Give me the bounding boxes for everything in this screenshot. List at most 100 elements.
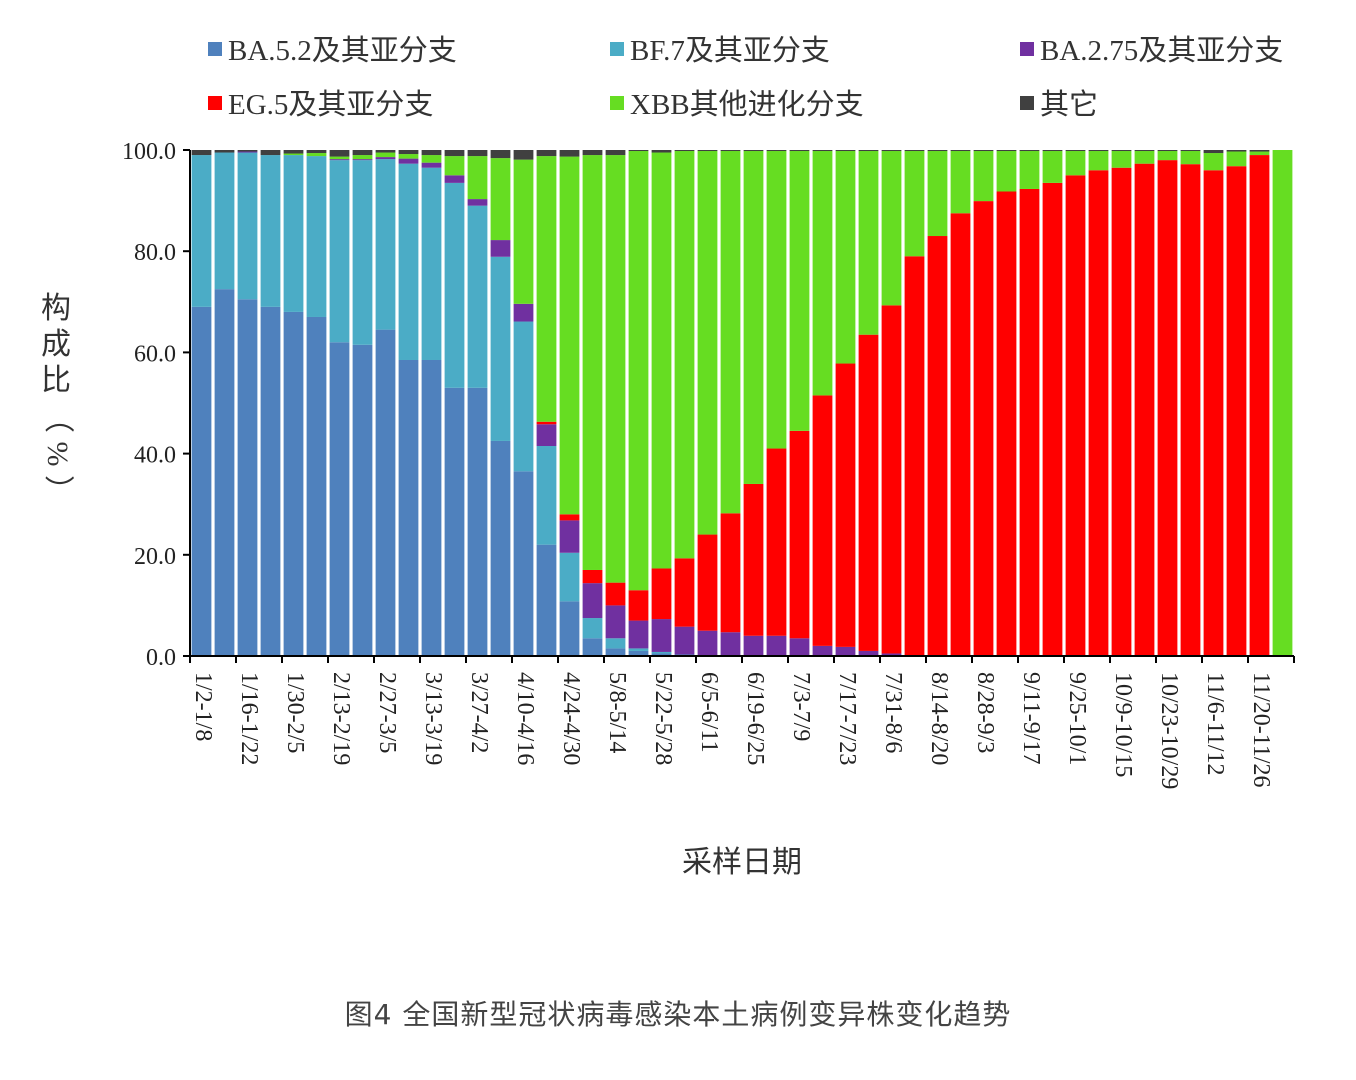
bar-segment [812, 150, 833, 152]
x-tick-label: 3/27-4/2 [466, 672, 492, 753]
bar-segment [1019, 151, 1040, 189]
bar-segment [352, 159, 373, 161]
bar-segment [329, 159, 350, 161]
bar-segment [743, 151, 764, 484]
x-tick-label: 2/27-3/5 [374, 672, 400, 753]
y-tick-label: 20.0 [134, 544, 176, 570]
bar-segment [605, 605, 626, 639]
bar-segment [720, 151, 741, 514]
bar-segment [582, 155, 603, 570]
bar-segment [283, 155, 304, 312]
legend-swatch [1020, 42, 1034, 56]
legend-swatch [208, 42, 222, 56]
bar-segment [789, 430, 810, 639]
bar-segment [927, 150, 948, 152]
bar-segment [904, 151, 925, 257]
bar-segment [812, 645, 833, 656]
bar-segment [766, 151, 787, 449]
bar-segment [1111, 151, 1132, 168]
bar-segment [444, 156, 465, 176]
legend: BA.5.2及其亚分支 BF.7及其亚分支 BA.2.75及其亚分支 EG.5及其亚分… [208, 34, 1283, 121]
bar-segment [582, 638, 603, 656]
bar-segment [1019, 188, 1040, 656]
bar-segment [237, 151, 258, 153]
x-tick-label: 8/14-8/20 [926, 672, 952, 765]
bar-segment [559, 514, 580, 521]
bar-segment [375, 159, 396, 330]
bar-segment [306, 150, 327, 154]
bar-segment [1249, 155, 1270, 656]
bar-segment [559, 150, 580, 157]
bar-segment [329, 150, 350, 157]
bar-segment [835, 151, 856, 364]
bar-segment [697, 630, 718, 656]
bar-segment [306, 316, 327, 656]
bar-segment [352, 155, 373, 160]
y-tick-label: 0.0 [146, 645, 176, 671]
bar-segment [513, 471, 534, 656]
bar-segment [421, 162, 442, 168]
x-tick-label: 9/11-9/17 [1018, 672, 1044, 764]
figure-caption: 图4 全国新型冠状病毒感染本土病例变异株变化趋势 [344, 998, 1012, 1031]
bar-segment [720, 513, 741, 633]
bar-segment [1111, 167, 1132, 656]
bar-segment [398, 158, 419, 164]
legend-swatch [610, 42, 624, 56]
bar-segment [536, 156, 557, 422]
bar-segment [1111, 150, 1132, 152]
x-ticks: 1/2-1/8 1/16-1/22 1/30-2/5 2/13-2/19 2/27-3/… [189, 656, 1295, 789]
bar-segment [927, 151, 948, 237]
bar-segment [651, 653, 672, 656]
bar-segment [306, 156, 327, 317]
legend-label: XBB其他进化分支 [630, 88, 864, 121]
bar-segment [697, 151, 718, 535]
bar-segment [628, 590, 649, 621]
x-tick-label: 1/16-1/22 [236, 672, 262, 765]
bar-segment [835, 150, 856, 152]
bar-segment [720, 150, 741, 152]
bar-segment [651, 150, 672, 153]
bar-segment [651, 568, 672, 620]
bar-segment [421, 359, 442, 656]
bar-segment [858, 151, 879, 335]
bar-segment [467, 205, 488, 388]
bar-segment [1226, 151, 1247, 167]
bar-segment [973, 151, 994, 202]
bar-segment [1088, 151, 1109, 171]
bar-segment [605, 155, 626, 583]
bar-segment [1065, 151, 1086, 176]
bar-segment [1088, 170, 1109, 657]
bar-segment [697, 150, 718, 152]
bar-segment [490, 440, 511, 656]
bar-segment [996, 191, 1017, 656]
bar-segment [352, 160, 373, 345]
bar-segment [1180, 150, 1201, 152]
bar-segment [1157, 151, 1178, 161]
bar-segment [1088, 150, 1109, 152]
bar-segment [191, 306, 212, 656]
bar-segment [467, 150, 488, 157]
bar-segment [743, 150, 764, 152]
bar-segment [812, 395, 833, 646]
y-axis-title-char: 比 [41, 364, 71, 397]
bar-segment [513, 321, 534, 472]
y-axis-title: 构成比 （% ） [41, 292, 74, 505]
bar-segment [605, 150, 626, 156]
bar-segment [283, 153, 304, 156]
legend-swatch [610, 96, 624, 110]
bar-segment [536, 446, 557, 545]
bar-segment [559, 520, 580, 553]
bar-segment [513, 159, 534, 304]
bar-segment [306, 153, 327, 157]
bar-segment [444, 175, 465, 183]
bar-segment [927, 236, 948, 656]
x-tick-label: 5/22-5/28 [650, 672, 676, 765]
bar-segment [1157, 160, 1178, 656]
bar-segment [950, 213, 971, 656]
bar-segment [467, 156, 488, 200]
bar-segment [904, 256, 925, 656]
x-tick-label: 4/24-4/30 [558, 672, 584, 765]
bar-segment [628, 150, 649, 152]
bar-segment [375, 157, 396, 160]
x-tick-label: 6/19-6/25 [742, 672, 768, 765]
